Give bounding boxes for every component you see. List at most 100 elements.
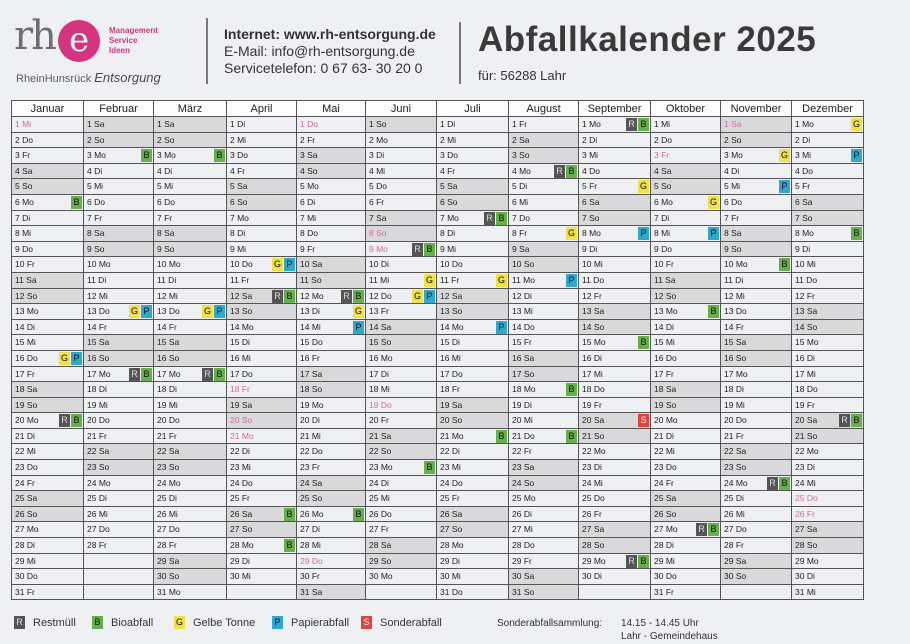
day-label: 4 So [300,165,318,176]
day-cell: 21 Fr [720,427,792,445]
day-cell: 2 Fr [296,131,366,149]
day-label: 6 Mi [512,196,529,207]
pickup-badges: B [284,539,295,553]
day-cell: 24 Fr [650,474,721,492]
day-cell: 23 Do [650,459,721,476]
restmuell-badge-icon: R [626,118,637,131]
day-cell: 13 So [226,303,297,320]
calendar-row: 22 Mi 22 Sa 22 Sa 22 Di 22 Do 22 So 22 Di 22 Fr… [11,443,864,461]
day-label: 27 Sa [795,524,818,535]
day-cell: 6 Mo B [11,193,84,211]
month-header: März [153,100,227,117]
day-cell: 18 Sa [650,381,721,398]
day-label: 30 So [724,571,747,582]
day-label: 30 Mi [440,571,461,582]
day-label: 13 Mo [654,306,678,317]
day-label: 29 Sa [157,555,180,566]
contact-email[interactable]: E-Mail: info@rh-entsorgung.de [224,43,415,59]
day-cell: 14 Di [11,318,84,336]
pickup-badges: G [424,273,435,287]
day-cell: 20 So [226,412,297,429]
day-label: 2 So [157,134,175,145]
day-cell: 21 Sa [365,427,437,445]
day-cell: 5 Mi P [720,178,792,195]
day-label: 22 So [369,446,392,457]
bioabfall-badge-icon: B [284,289,295,303]
day-cell: 1 Sa [83,116,154,133]
day-cell: 5 Do [365,178,437,195]
calendar-row: 23 Do 23 So 23 So 23 Mi 23 Fr 23 Mo B 23 Mi 23 S… [11,459,864,476]
day-label: 14 Mi [300,321,321,332]
day-cell: 2 Mo [365,131,437,149]
month-header: Oktober [650,100,721,117]
day-cell: 17 Mo [720,365,792,383]
day-label: 19 Fr [795,399,815,410]
day-label: 17 Di [369,368,389,379]
day-label: 18 Mo [512,384,536,395]
day-cell: 19 Mi [153,396,227,414]
day-cell: 15 Mo B [578,334,651,351]
day-cell: 17 Fr [650,365,721,383]
day-label: 18 Do [582,384,605,395]
day-cell: 19 So [650,396,721,414]
day-cell: 31 Do [436,583,509,601]
day-label: 10 Do [230,259,253,270]
day-cell: 11 So [296,271,366,289]
day-cell: 8 Di [436,225,509,242]
day-cell: 22 Mi [650,443,721,461]
day-label: 12 Mi [157,290,178,301]
day-label: 22 Mo [795,446,819,457]
contact-internet[interactable]: Internet: www.rh-entsorgung.de [224,26,436,42]
day-label: 9 Do [15,243,33,254]
day-label: 4 Do [582,165,600,176]
bioabfall-badge-icon: B [496,429,507,443]
day-cell: 6 Sa [791,193,864,211]
day-label: 27 Do [724,524,747,535]
day-label: 6 Fr [369,196,385,207]
day-label: 10 Do [440,259,463,270]
day-cell: 16 Sa [508,349,579,367]
day-cell: 25 Di [720,490,792,507]
bioabfall-badge-icon: B [708,523,719,537]
day-label: 9 Mi [230,243,247,254]
day-cell: 13 Sa [578,303,651,320]
day-cell: 24 Sa [296,474,366,492]
day-cell: 4 Di [153,162,227,180]
day-cell: 30 Fr [296,568,366,585]
day-label: 31 So [512,586,535,597]
day-cell: 15 Do [296,334,366,351]
header-divider-right [459,22,461,84]
day-label: 11 Fr [440,274,460,285]
day-label: 8 Do [300,228,318,239]
papierabfall-badge-icon: P [638,227,649,241]
day-cell: 23 Mo B [365,459,437,476]
day-label: 13 Do [87,306,110,317]
day-cell: 25 Sa [11,490,84,507]
day-label: 18 So [300,384,323,395]
logo-subtitle: RheinHunsrück Entsorgung [16,70,161,85]
day-label: 20 Sa [795,415,818,426]
day-cell: 10 Do G P [226,256,297,273]
day-label: 31 Fr [15,586,35,597]
day-cell: 9 Sa [508,240,579,258]
day-cell: 12 Mo R B [296,287,366,305]
day-label: 16 Sa [512,352,535,363]
day-cell: 9 So [720,240,792,258]
day-label: 19 Fr [582,399,602,410]
day-cell: 31 Sa [296,583,366,601]
day-cell: 4 Mo R B [508,162,579,180]
day-label: 1 Sa [157,119,175,129]
day-cell: 20 Mo [650,412,721,429]
bioabfall-badge-icon: B [638,118,649,131]
day-label: 27 Mo [15,524,39,535]
day-label: 23 Di [582,462,602,473]
day-cell: 16 Do [650,349,721,367]
pickup-badges: G [779,149,790,163]
day-label: 15 Mo [795,337,819,348]
location-label: für: 56288 Lahr [478,68,567,83]
empty-day-cell [365,583,437,601]
day-cell: 9 So [153,240,227,258]
day-cell: 24 So [508,474,579,492]
